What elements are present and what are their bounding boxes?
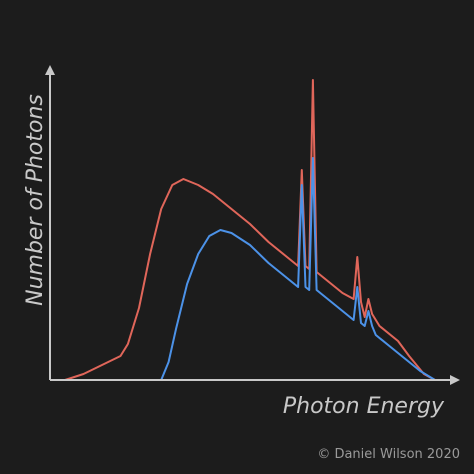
y-axis-label: Number of Photons	[23, 94, 48, 306]
credit-text: © Daniel Wilson 2020	[317, 447, 460, 462]
series-layer	[64, 79, 436, 381]
x-axis-label: Photon Energy	[283, 394, 445, 419]
series-line-1	[64, 79, 436, 381]
series-line-2	[160, 157, 436, 381]
